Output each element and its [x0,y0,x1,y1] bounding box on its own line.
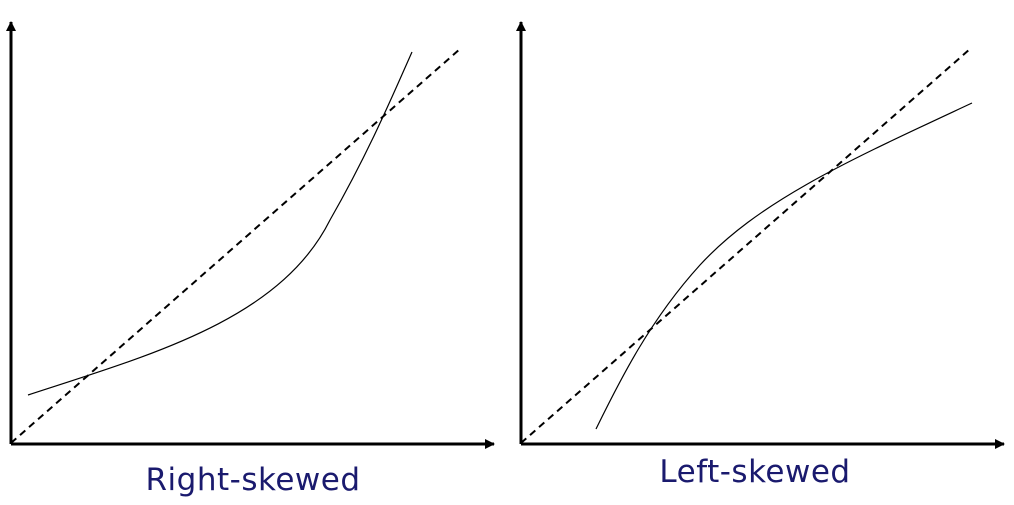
panel-caption: Right-skewed [146,462,361,498]
panel-right-skewed: Right-skewed [5,21,495,498]
sample-curve [595,102,973,430]
sample-curve [27,51,413,396]
reference-line [10,48,461,444]
panel-left-skewed: Left-skewed [516,21,1005,490]
reference-line [520,48,971,444]
panel-caption: Left-skewed [659,454,850,490]
